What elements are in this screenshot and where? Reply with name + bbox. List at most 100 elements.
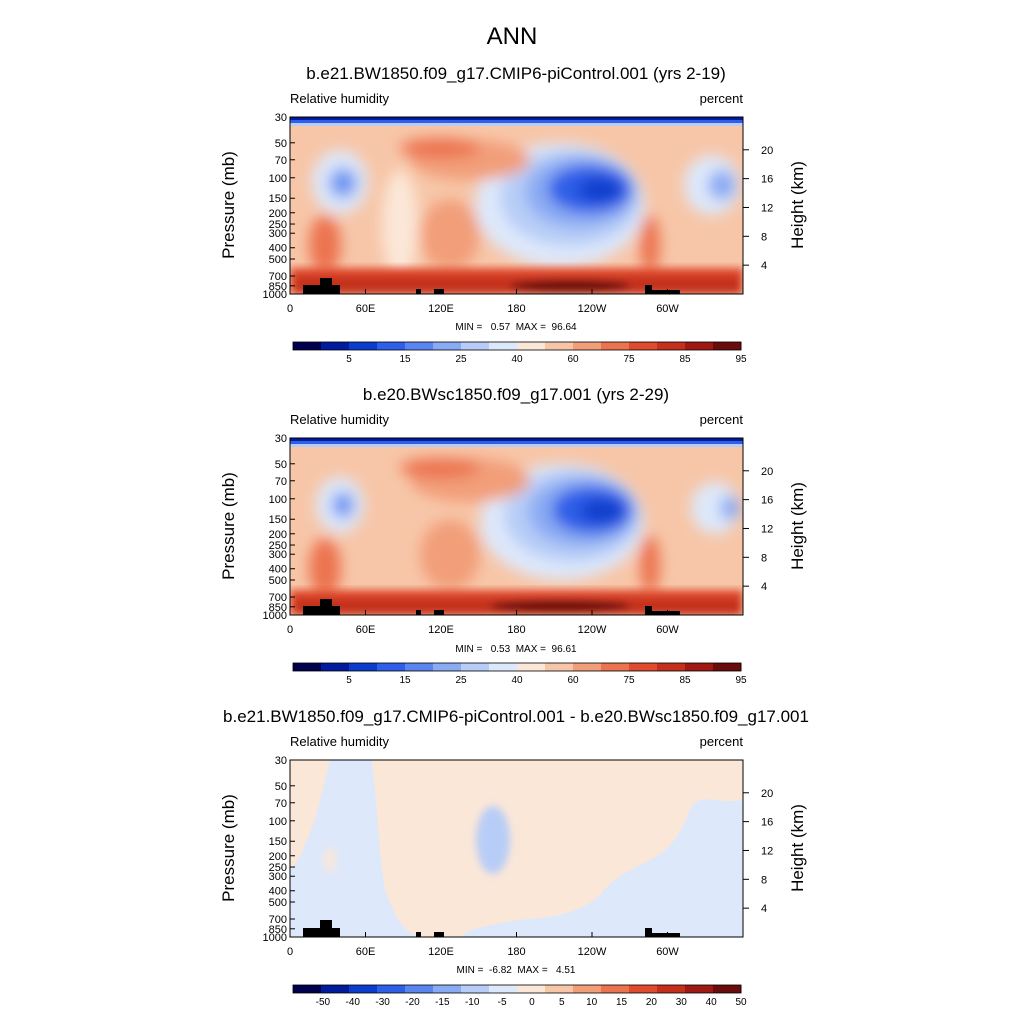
y-tick-label: 1000 [263,610,287,622]
colorbar-swatch [321,342,350,350]
y-tick-label: 150 [269,193,287,205]
x-tick-label: 120E [428,303,454,315]
contour-field [290,438,743,615]
y-tick-label: 400 [269,886,287,898]
colorbar-swatch [433,985,462,993]
colorbar-swatch [405,985,434,993]
colorbar-label: 60 [567,675,579,686]
colorbar-swatch [629,342,658,350]
colorbar-swatch [433,342,462,350]
colorbar-label: 20 [646,997,658,1008]
colorbar-swatch [517,342,546,350]
height-axis: 20 16 12 8 4 [743,788,773,915]
colorbar-swatch [685,985,714,993]
colorbar-label: -20 [405,997,420,1008]
y-axis-label: Pressure (mb) [219,472,238,580]
height-axis-label: Height (km) [788,161,807,249]
panel-title: b.e21.BW1850.f09_g17.CMIP6-piControl.001… [223,707,809,726]
y-tick-label: 1000 [263,932,287,944]
y-tick-label: 700 [269,914,287,926]
height-tick-label: 16 [761,174,773,186]
colorbar-swatch [489,663,518,671]
colorbar-label: -10 [465,997,480,1008]
colorbar-swatch [545,342,574,350]
stats-text: MIN = -6.82 MAX = 4.51 [457,965,576,976]
colorbar-swatch [293,342,322,350]
y-tick-label: 500 [269,897,287,909]
x-tick-label: 180 [507,624,525,636]
y-tick-label: 50 [275,459,287,471]
x-axis: 0 60E 120E 180 120W 60W [287,610,679,636]
height-tick-label: 20 [761,145,773,157]
colorbar-label: 15 [616,997,628,1008]
y-tick-label: 30 [275,755,287,767]
height-axis-label: Height (km) [788,482,807,570]
x-axis: 0 60E 120E 180 120W 60W [287,932,679,958]
panel-3: b.e21.BW1850.f09_g17.CMIP6-piControl.001… [219,707,809,1008]
colorbar-swatch [517,985,546,993]
height-tick-label: 12 [761,202,773,214]
colorbar-swatch [713,342,742,350]
colorbar-label: 30 [676,997,688,1008]
height-tick-label: 16 [761,817,773,829]
x-tick-label: 60W [656,303,679,315]
y-tick-label: 850 [269,281,287,293]
colorbar-frame [292,984,742,994]
colorbar-swatch [657,985,686,993]
colorbar-swatch [685,342,714,350]
x-tick-label: 60E [356,624,376,636]
y-tick-label: 500 [269,254,287,266]
colorbar: 5 15 25 40 60 75 85 95 [292,341,747,365]
colorbar-label: 25 [455,354,467,365]
contour-field [290,760,743,937]
colorbar-label: 0 [529,997,535,1008]
panel-title: b.e20.BWsc1850.f09_g17.001 (yrs 2-29) [363,385,669,404]
colorbar-label: 15 [399,675,411,686]
colorbar-label: -30 [375,997,390,1008]
stats-text: MIN = 0.53 MAX = 96.61 [455,644,577,655]
x-tick-label: 0 [287,303,293,315]
height-tick-label: 4 [761,581,767,593]
colorbar-swatch [405,663,434,671]
height-tick-label: 8 [761,874,767,886]
colorbar-swatch [573,663,602,671]
y-tick-label: 250 [269,862,287,874]
stats-text: MIN = 0.57 MAX = 96.64 [455,322,577,333]
colorbar-label: 75 [623,675,635,686]
y-tick-label: 70 [275,798,287,810]
x-tick-label: 180 [507,946,525,958]
colorbar-label: 85 [679,675,691,686]
right-label: percent [700,734,744,749]
y-tick-label: 300 [269,871,287,883]
height-tick-label: 12 [761,845,773,857]
y-axis-label: Pressure (mb) [219,794,238,902]
x-tick-label: 60W [656,946,679,958]
colorbar-swatch [377,985,406,993]
y-tick-label: 50 [275,781,287,793]
panel-1: b.e21.BW1850.f09_g17.CMIP6-piControl.001… [219,64,807,365]
colorbar-label: 95 [735,675,747,686]
y-tick-label: 100 [269,173,287,185]
height-tick-label: 12 [761,523,773,535]
y-tick-label: 300 [269,549,287,561]
x-tick-label: 0 [287,946,293,958]
colorbar-swatch [629,663,658,671]
height-axis: 20 16 12 8 4 [743,145,773,272]
colorbar-label: 75 [623,354,635,365]
colorbar-swatch [545,663,574,671]
colorbar-swatch [461,985,490,993]
colorbar-swatch [349,342,378,350]
left-label: Relative humidity [290,91,389,106]
x-tick-label: 60W [656,624,679,636]
colorbar-swatch [573,342,602,350]
x-tick-label: 60E [356,946,376,958]
colorbar-swatch [601,663,630,671]
colorbar-label: 15 [399,354,411,365]
right-label: percent [700,412,744,427]
colorbar-swatch [377,342,406,350]
x-tick-label: 120E [428,624,454,636]
colorbar-frame [292,662,742,672]
colorbar-swatch [433,663,462,671]
